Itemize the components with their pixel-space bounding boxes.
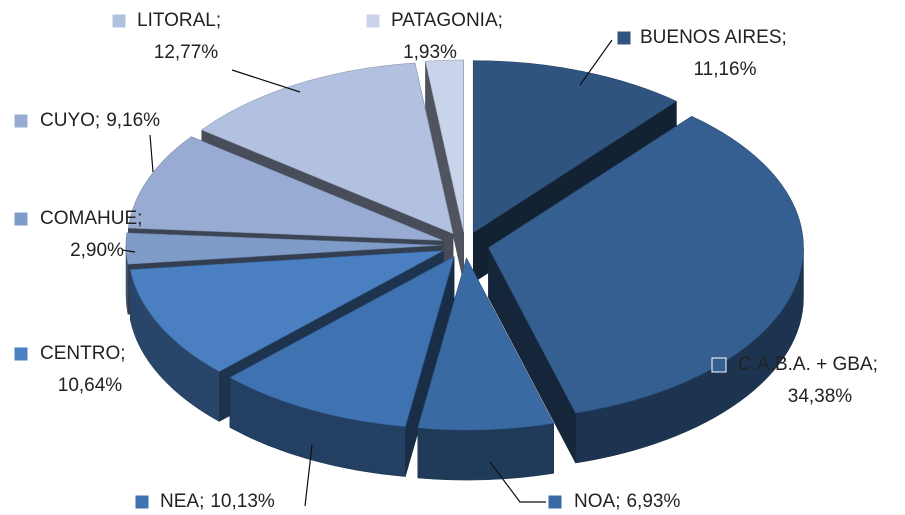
label-name: C.A.B.A. + GBA; (738, 354, 878, 375)
value-label: 11,16% (693, 59, 756, 80)
category-name: C.A.B.A. + GBA (738, 354, 873, 375)
label-name: PATAGONIA; (391, 10, 503, 31)
slice-top (229, 256, 455, 427)
category-name: NOA (574, 491, 616, 512)
slice (425, 59, 464, 282)
value-label: 10,13% (210, 491, 275, 512)
separator: ; (95, 110, 100, 131)
leader-line (121, 249, 136, 253)
leader-line (579, 39, 613, 86)
label-name: COMAHUE; (40, 208, 142, 229)
legend-marker (547, 494, 563, 510)
leader-line (489, 461, 546, 503)
separator: ; (782, 27, 787, 48)
label-name: NOA; 6,93% (574, 491, 680, 512)
separator: ; (873, 354, 878, 375)
legend-marker (111, 13, 127, 29)
category-name: CUYO (40, 110, 95, 131)
data-label: LITORAL; 12,77% (111, 10, 221, 63)
label-name: BUENOS AIRES; (640, 27, 787, 48)
leader-line (304, 444, 313, 507)
separator: ; (120, 343, 125, 364)
slice-top (417, 257, 555, 431)
leader-line (149, 134, 154, 173)
leader-lines (121, 39, 613, 507)
slice-top (201, 62, 454, 235)
data-label: NEA; 10,13% (134, 491, 275, 512)
slice-top (488, 115, 804, 414)
value-label: 6,93% (626, 491, 680, 512)
value-label: 12,77% (154, 42, 219, 63)
category-name: BUENOS AIRES (640, 27, 782, 48)
legend-marker (134, 494, 150, 510)
category-name: COMAHUE (40, 208, 137, 229)
label-name: CUYO; 9,16% (40, 110, 160, 131)
value-label: 2,90% (70, 240, 124, 261)
slice (488, 115, 804, 464)
category-name: LITORAL (137, 10, 216, 31)
data-label: CUYO; 9,16% (13, 110, 160, 131)
label-name: CENTRO; (40, 343, 126, 364)
data-label: C.A.B.A. + GBA; 34,38% (711, 354, 878, 407)
pie (125, 59, 804, 481)
slice-top (472, 60, 678, 234)
category-name: NEA (160, 491, 199, 512)
slice-top (425, 59, 464, 232)
legend-marker (13, 346, 29, 362)
label-name: NEA; 10,13% (160, 491, 275, 512)
legend-marker (365, 13, 381, 29)
data-label: COMAHUE; 2,90% (13, 208, 142, 261)
value-label: 34,38% (788, 386, 853, 407)
data-label: NOA; 6,93% (547, 491, 680, 512)
separator: ; (498, 10, 503, 31)
legend-marker (13, 113, 29, 129)
slice (417, 257, 555, 481)
separator: ; (615, 491, 620, 512)
slice-top (129, 250, 444, 372)
category-name: CENTRO (40, 343, 120, 364)
leader-line (231, 69, 301, 93)
separator: ; (216, 10, 221, 31)
data-label: BUENOS AIRES; 11,16% (616, 27, 787, 80)
category-name: PATAGONIA (391, 10, 498, 31)
separator: ; (137, 208, 142, 229)
value-label: 1,93% (403, 42, 457, 63)
label-name: LITORAL; (137, 10, 221, 31)
data-label: PATAGONIA; 1,93% (365, 10, 503, 63)
separator: ; (199, 491, 204, 512)
legend-marker (711, 357, 727, 373)
slice-side (417, 423, 554, 481)
data-label: CENTRO; 10,64% (13, 343, 126, 396)
slice (229, 256, 455, 477)
legend-marker (616, 30, 632, 46)
value-label: 9,16% (106, 110, 160, 131)
legend-marker (13, 211, 29, 227)
slice-top (128, 136, 443, 241)
value-label: 10,64% (58, 375, 123, 396)
slice-top (125, 232, 442, 265)
